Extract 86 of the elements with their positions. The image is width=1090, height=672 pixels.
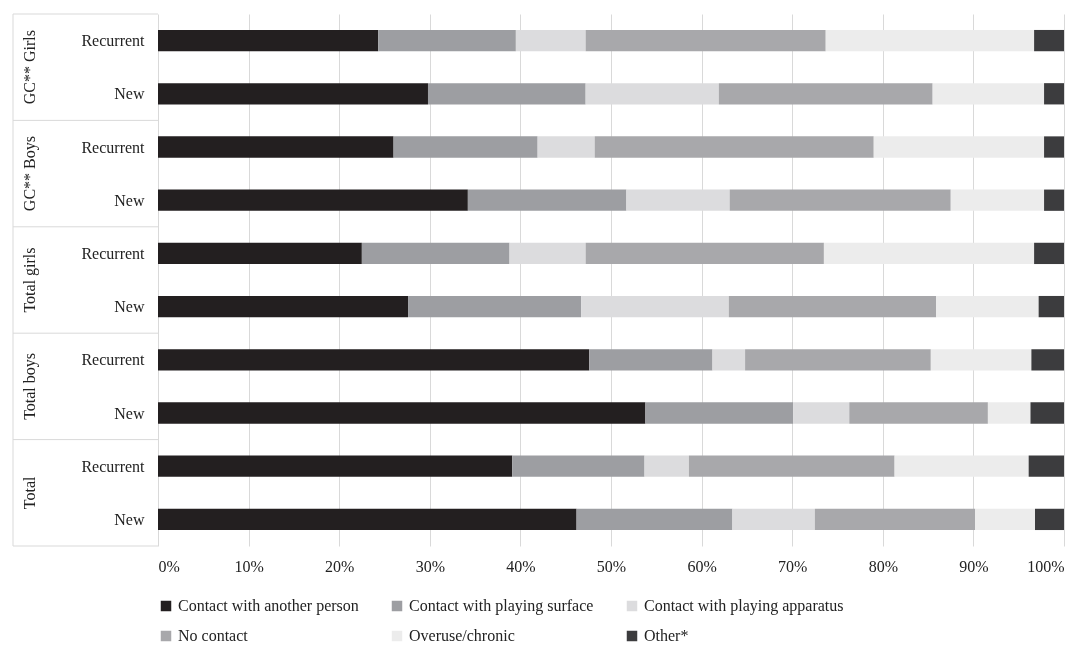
x-tick-label: 100%	[1027, 557, 1065, 575]
bar	[589, 349, 713, 371]
bar	[728, 295, 937, 318]
bar	[408, 295, 582, 318]
legend-label: Contact with playing apparatus	[644, 597, 844, 615]
bar	[975, 508, 1036, 531]
bar	[849, 402, 988, 424]
bar	[393, 136, 538, 158]
bar	[158, 242, 362, 265]
y-tick-label: New	[114, 404, 145, 422]
y-tick-label: Recurrent	[81, 244, 146, 262]
bar	[158, 349, 590, 371]
bar	[361, 242, 510, 265]
bar	[645, 402, 794, 424]
bar	[1030, 402, 1064, 424]
x-tick-label: 30%	[415, 557, 445, 575]
text: GC** Girls	[21, 30, 38, 105]
text: Total	[21, 475, 38, 510]
x-tick-label: 40%	[506, 557, 536, 575]
bar	[1038, 295, 1064, 318]
bar	[932, 83, 1045, 105]
bar	[688, 455, 895, 477]
bar	[718, 83, 933, 105]
bar	[158, 455, 513, 477]
bar	[1034, 29, 1064, 52]
legend-label: No contact	[178, 627, 249, 644]
bar	[873, 136, 1045, 158]
x-tick-label: 80%	[868, 557, 898, 575]
bar	[1044, 189, 1064, 211]
y-tick-label: New	[114, 85, 145, 103]
bar	[594, 136, 874, 158]
legend-label: Contact with another person	[178, 597, 359, 615]
bar	[585, 242, 824, 265]
bar	[894, 455, 1029, 477]
y-tick-label: Recurrent	[81, 32, 146, 50]
bar	[158, 83, 428, 105]
bar	[936, 295, 1039, 318]
bar	[467, 189, 627, 211]
bar	[950, 189, 1045, 211]
bar	[644, 455, 689, 477]
legend-label: Contact with playing surface	[409, 597, 594, 615]
x-tick-label: 10%	[234, 557, 264, 575]
bar	[576, 508, 733, 531]
y-tick-label: Recurrent	[81, 457, 146, 475]
bar	[158, 402, 646, 424]
x-tick-label: 90%	[959, 557, 989, 575]
bar	[158, 508, 577, 531]
bar	[427, 83, 586, 105]
x-tick-label: 20%	[325, 557, 355, 575]
bar	[1044, 136, 1064, 158]
bar	[1035, 508, 1064, 531]
x-tick-label: 60%	[687, 557, 717, 575]
bar	[1044, 83, 1064, 105]
bar	[585, 29, 826, 52]
bar	[537, 136, 595, 158]
x-tick-label: 50%	[596, 557, 627, 575]
bar	[158, 295, 409, 318]
y-tick-label: New	[114, 191, 145, 209]
bar	[158, 29, 379, 52]
text: Total girls	[21, 247, 39, 313]
bar	[1031, 349, 1064, 371]
bar	[930, 349, 1032, 371]
bar	[158, 136, 394, 158]
x-tick-label: 0%	[158, 557, 180, 575]
bar	[987, 402, 1031, 424]
bar	[814, 508, 976, 531]
bar	[512, 455, 645, 477]
bar	[378, 29, 516, 52]
legend-label: Overuse/chronic	[409, 627, 515, 644]
bar	[1034, 242, 1064, 265]
text: GC** Boys	[21, 136, 39, 212]
y-tick-label: Recurrent	[81, 138, 146, 156]
y-tick-label: Recurrent	[81, 351, 146, 369]
bar	[729, 189, 951, 211]
bar	[823, 242, 1035, 265]
y-tick-label: New	[114, 510, 145, 528]
bar	[825, 29, 1035, 52]
legend-label: Other*	[644, 627, 689, 644]
text: Total boys	[21, 352, 39, 420]
bar	[158, 189, 468, 211]
bar	[745, 349, 931, 371]
x-tick-label: 70%	[778, 557, 808, 575]
bar	[712, 349, 746, 371]
y-tick-label: New	[114, 298, 145, 316]
bar	[1028, 455, 1064, 477]
bar	[793, 402, 850, 424]
